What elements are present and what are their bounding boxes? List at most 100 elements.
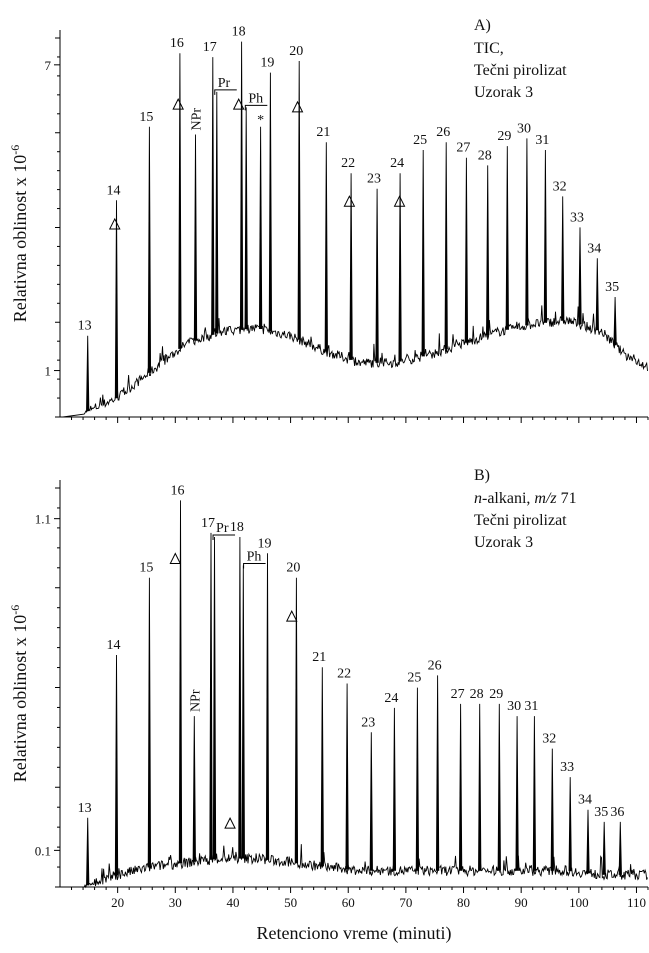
peak-label: 21: [312, 650, 326, 665]
panel-b-n-alkanes: 20 30 40 50 60 70 80 90 100 110 0.1 1.1 Relativna ob…: [8, 467, 649, 944]
peak-spike: [320, 667, 324, 867]
peak-spike: [114, 200, 119, 399]
peak-label: 15: [139, 110, 153, 125]
delta-marker: [169, 552, 182, 565]
peak-label: 15: [139, 561, 153, 576]
peak-spike: [294, 577, 299, 864]
peak-spike: [178, 53, 182, 349]
peak-label: 19: [260, 56, 274, 71]
y-axis-title: Relativna oblinost x 10-6: [8, 605, 30, 782]
peak-spike: [458, 703, 463, 871]
peak-label: 25: [413, 133, 427, 148]
y-axis-title-exponent: -6: [8, 605, 22, 615]
x-tick-label: 40: [226, 895, 239, 910]
peak-spike: [147, 577, 152, 868]
peak-label: 17: [201, 516, 215, 531]
peak-label: 31: [535, 133, 549, 148]
y-tick-label: 1.1: [35, 512, 51, 527]
delta-marker: [343, 195, 356, 207]
peak-spike: [415, 687, 420, 871]
peak-spike: [561, 196, 565, 321]
peak-spike: [192, 716, 196, 862]
peak-label: 22: [341, 156, 355, 171]
x-tick-label: 70: [399, 895, 412, 910]
y-axis-title-text: Relativna oblinost x 10: [10, 615, 30, 782]
peak-label: 32: [553, 179, 567, 194]
peak-label: 24: [390, 156, 404, 171]
y-tick-label: 0.1: [35, 843, 51, 858]
y-axis-title-text: Relativna oblinost x 10: [10, 155, 30, 322]
panel-title-segment: n: [474, 490, 482, 507]
peak-spike: [525, 138, 529, 326]
delta-marker: [291, 100, 304, 113]
peak-label: 30: [507, 699, 521, 714]
panel-label: A): [474, 17, 491, 34]
peak-label: 35: [605, 280, 619, 295]
x-tick-label: 110: [627, 895, 646, 910]
peak-label: 18: [232, 25, 246, 40]
peak-label: 33: [570, 210, 584, 225]
peak-label: 23: [367, 172, 381, 187]
delta-marker: [108, 217, 121, 230]
delta-marker: [172, 98, 184, 110]
delta-marker: [224, 816, 236, 829]
peak-spike: [345, 683, 349, 870]
x-tick-label: 80: [457, 895, 470, 910]
peak-spike: [215, 91, 219, 334]
peak-spike: [602, 821, 606, 875]
peak-label-npr: NPr: [188, 689, 203, 712]
peak-spike: [258, 126, 263, 330]
peak-spike: [265, 553, 270, 860]
peak-spike: [241, 565, 245, 859]
peak-label: 16: [170, 483, 184, 498]
peak-spike: [586, 809, 590, 874]
y-axis-title-exponent: -6: [8, 145, 22, 155]
peak-spike: [464, 157, 469, 343]
peak-spike: [349, 173, 353, 360]
peak-label: 14: [106, 638, 120, 653]
peak-spike: [444, 142, 448, 350]
peak-label: 26: [436, 125, 450, 140]
peak-spike: [369, 732, 373, 871]
peak-spike: [244, 107, 248, 330]
peak-label: 27: [456, 141, 470, 156]
peak-spike: [613, 296, 617, 346]
peak-spike: [515, 716, 519, 871]
bracket-line: [243, 562, 266, 569]
peak-spike: [532, 716, 537, 871]
peak-label: 30: [517, 121, 531, 136]
peak-spike: [478, 703, 482, 871]
peak-label: 35: [594, 805, 608, 820]
x-tick-label: 90: [515, 895, 528, 910]
bracket-line: [214, 89, 237, 95]
panel-label: B): [474, 467, 490, 484]
peak-spike: [578, 227, 582, 325]
peak-label: 19: [258, 536, 272, 551]
peak-spike: [421, 149, 425, 357]
chromatogram-trace: [62, 305, 648, 418]
peak-label: 33: [560, 760, 574, 775]
x-tick-label: 30: [169, 895, 182, 910]
bracket-label-pr: Pr: [218, 76, 231, 91]
x-tick-label: 100: [569, 895, 589, 910]
peak-label: 13: [78, 801, 92, 816]
bracket-line: [244, 104, 268, 111]
peak-label: 23: [361, 715, 375, 730]
peak-label: 36: [610, 805, 624, 820]
peak-label: 18: [230, 520, 244, 535]
peak-label: 27: [451, 687, 465, 702]
panel-title-line: Tečni pirolizat: [474, 512, 567, 529]
peak-spike: [114, 654, 119, 876]
bracket-label-pr: Pr: [216, 521, 229, 536]
panel-title-segment: m/z: [534, 490, 557, 507]
x-axis-title: Retenciono vreme (minuti): [257, 923, 452, 944]
peak-spike: [86, 817, 90, 886]
peak-spike: [435, 675, 440, 871]
bracket-line: [212, 534, 236, 540]
peak-label: 29: [497, 129, 511, 144]
panel-title-line: TIC,: [474, 40, 504, 57]
peak-label: 25: [407, 671, 421, 686]
peak-label: 13: [78, 319, 92, 334]
panel-title-line: Uzorak 3: [474, 84, 533, 101]
